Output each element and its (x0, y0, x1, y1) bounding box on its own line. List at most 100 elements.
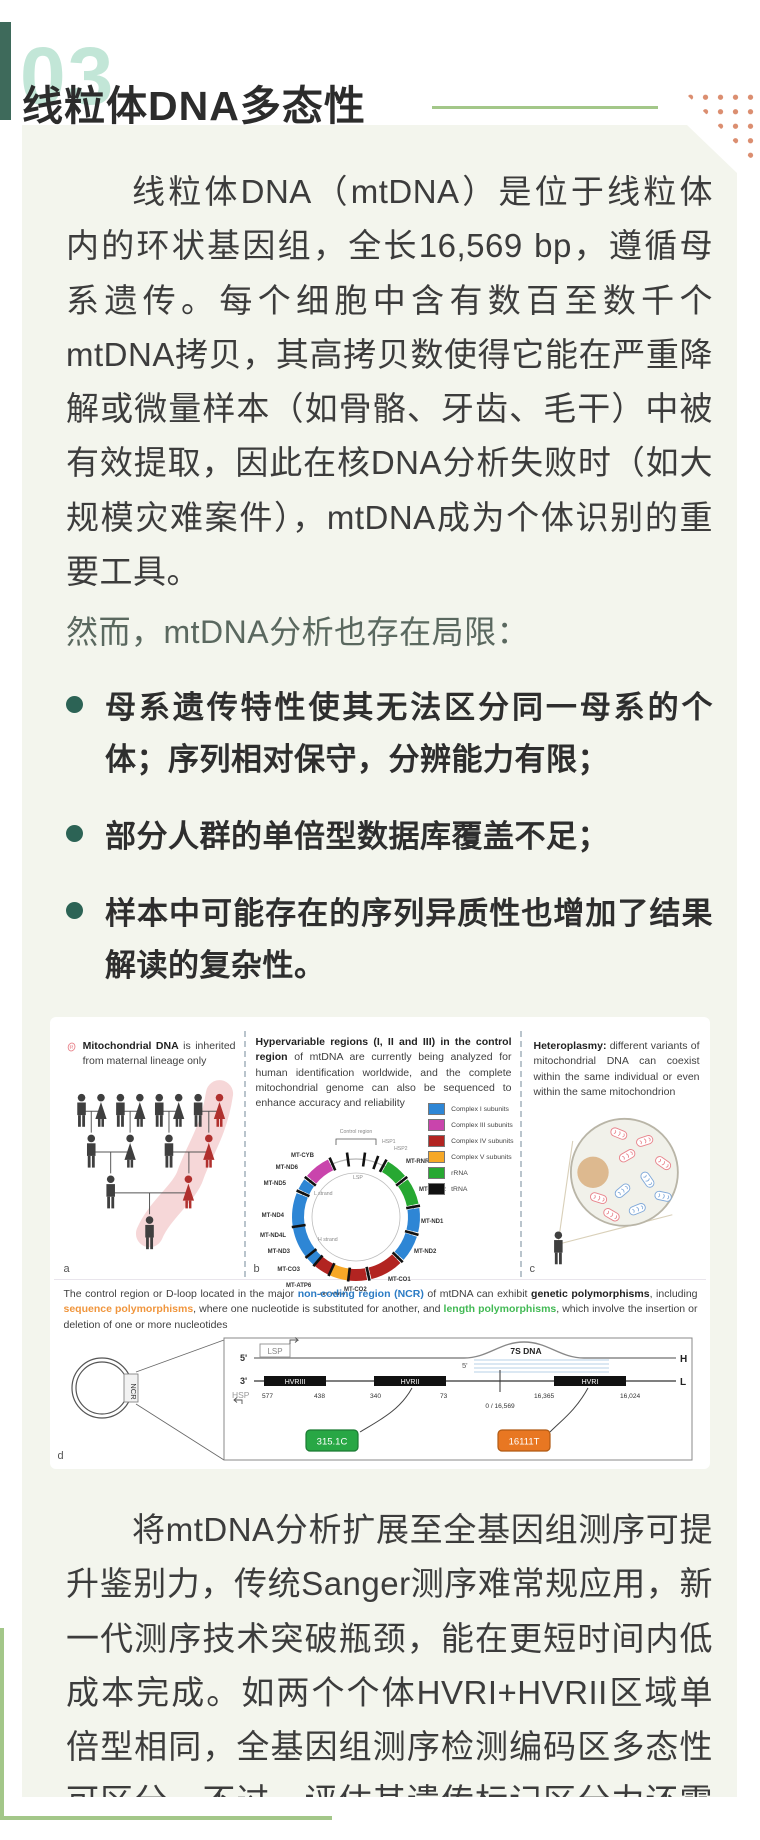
section-accent-bar (0, 22, 11, 120)
panel-a-caption-rest: is inherited from maternal lineage only (82, 1040, 236, 1068)
svg-text:MT-CO3: MT-CO3 (277, 1267, 300, 1273)
svg-text:73: 73 (440, 1393, 448, 1400)
lsp-label: LSP (353, 1175, 363, 1181)
seven-s-dna-label: 7S DNA (510, 1346, 541, 1356)
limitations-list: 母系遗传特性使其无法区分同一母系的个体；序列相对保守，分辨能力有限； 部分人群的… (66, 682, 713, 993)
panel-a-caption: Mitochondrial DNA is inherited from mate… (83, 1039, 236, 1069)
panel-c-caption-rest: different variants of mitochondrial DNA … (533, 1040, 700, 1098)
legend-swatch (428, 1151, 445, 1163)
seven-s-five-prime: 5' (462, 1361, 468, 1370)
panel-c-caption-bold: Heteroplasmy: (533, 1040, 607, 1053)
list-item: 部分人群的单倍型数据库覆盖不足； (66, 811, 713, 864)
list-item: 样本中可能存在的序列异质性也增加了结果解读的复杂性。 (66, 888, 713, 993)
hsp1-label: HSP1 (382, 1139, 396, 1145)
panel-control-region: The control region or D-loop located in … (50, 1280, 710, 1466)
panel-a-caption-bold: Mitochondrial DNA (82, 1040, 179, 1053)
variant-box-green (306, 1430, 358, 1451)
svg-text:MT-ND4: MT-ND4 (261, 1213, 284, 1219)
section-number: 03 (20, 31, 116, 122)
legend-label: rRNA (451, 1169, 468, 1177)
ncr-label: NCR (129, 1383, 138, 1400)
figure-top-row: Mitochondrial DNA is inherited from mate… (50, 1017, 710, 1279)
variant-orange-label: 16111T (508, 1436, 539, 1447)
mtdna-figure: Mitochondrial DNA is inherited from mate… (50, 1017, 710, 1469)
svg-text:MT-ND5: MT-ND5 (263, 1181, 286, 1187)
panel-b-caption: Hypervariable regions (I, II and III) in… (256, 1035, 512, 1111)
panel-b-caption-bold: Hypervariable regions (I, II and III) in… (255, 1036, 512, 1064)
bullet-dot-icon (66, 696, 83, 713)
legend-item: Complex I subunits (428, 1103, 513, 1115)
content-card: 线粒体DNA（mtDNA）是位于线粒体内的环状基因组，全长16,569 bp，遵… (22, 125, 737, 1797)
svg-text:MT-ND1: MT-ND1 (421, 1219, 444, 1225)
l-strand-label: L (680, 1377, 686, 1388)
legend-label: Complex I subunits (451, 1105, 509, 1113)
seven-s-dna-strands (474, 1360, 609, 1372)
panel-label-a: a (63, 1263, 70, 1276)
variant-green-label: 315.1C (316, 1436, 347, 1447)
svg-text:MT-CO1: MT-CO1 (388, 1277, 411, 1283)
legend-item: Complex V subunits (428, 1151, 513, 1163)
legend-item: Complex IV subunits (428, 1135, 513, 1147)
l-strand-label: L strand (314, 1191, 333, 1197)
svg-text:MT-ND2: MT-ND2 (414, 1249, 437, 1255)
legend-item: Complex III subunits (428, 1119, 513, 1131)
panel-separator (244, 1031, 246, 1277)
svg-text:MT-CYB: MT-CYB (291, 1153, 315, 1159)
list-item-text: 样本中可能存在的序列异质性也增加了结果解读的复杂性。 (105, 895, 713, 984)
svg-text:MT-ATP6: MT-ATP6 (286, 1283, 312, 1289)
gene-arcs (298, 1165, 414, 1275)
h-strand-label: H (680, 1354, 687, 1365)
svg-text:HVRII: HVRII (400, 1379, 419, 1386)
svg-text:438: 438 (314, 1393, 325, 1400)
cell-nucleus (577, 1157, 608, 1188)
lsp-label: LSP (267, 1347, 282, 1356)
legend-swatch (428, 1119, 445, 1131)
svg-text:MT-CO2: MT-CO2 (344, 1287, 367, 1293)
svg-text:16,365: 16,365 (534, 1393, 555, 1400)
list-item-text: 部分人群的单倍型数据库覆盖不足； (105, 819, 609, 855)
bottom-left-accent-vertical (0, 1628, 4, 1820)
origin-label: 0 / 16,569 (485, 1403, 515, 1410)
panel-d-caption: The control region or D-loop located in … (63, 1288, 698, 1331)
panel-label-b: b (253, 1263, 260, 1276)
legend-label: Complex III subunits (451, 1121, 513, 1129)
page-title: 线粒体DNA多态性 (22, 83, 366, 129)
panel-c-caption: Heteroplasmy: different variants of mito… (534, 1039, 700, 1100)
bottom-left-accent-horizontal (0, 1816, 332, 1820)
mtdna-genome-map: Control region HSP1 HSP2 LSP L strand H … (256, 1113, 456, 1295)
hsp2-label: HSP2 (394, 1146, 408, 1152)
svg-text:MT-ND3: MT-ND3 (267, 1249, 290, 1255)
variant-box-orange (498, 1430, 550, 1451)
svg-text:HVRI: HVRI (581, 1379, 598, 1386)
genome-map-legend: Complex I subunits Complex III subunits … (428, 1103, 513, 1199)
legend-swatch (428, 1135, 445, 1147)
figure-horizontal-divider (54, 1279, 706, 1280)
svg-text:MT-ND6: MT-ND6 (275, 1165, 298, 1171)
legend-item: tRNA (428, 1183, 513, 1195)
panel-b-caption-rest: of mtDNA are currently being analyzed fo… (255, 1051, 512, 1109)
position-numbers: 577 438 340 73 16,365 16,024 (262, 1393, 641, 1400)
svg-text:16,024: 16,024 (620, 1393, 641, 1400)
pedigree-chart (66, 1078, 236, 1263)
list-item-text: 母系遗传特性使其无法区分同一母系的个体；序列相对保守，分辨能力有限； (105, 689, 713, 778)
svg-text:340: 340 (370, 1393, 381, 1400)
legend-swatch (428, 1183, 445, 1195)
legend-label: tRNA (451, 1185, 468, 1193)
panel-hypervariable-regions: Hypervariable regions (I, II and III) in… (246, 1025, 520, 1279)
dloop-diagram: NCR 5' H LSP 7S DNA (64, 1336, 696, 1464)
maternal-lineage-swoosh (149, 1093, 219, 1233)
person-icon (554, 1231, 563, 1264)
limitations-heading: 然而，mtDNA分析也存在局限： (66, 614, 530, 651)
h-strand-label: H strand (318, 1237, 338, 1243)
hvr-regions: HVRIII HVRII HVRI (264, 1376, 626, 1386)
svg-text:HVRIII: HVRIII (284, 1379, 305, 1386)
legend-item: rRNA (428, 1167, 513, 1179)
five-prime-label: 5' (240, 1353, 247, 1363)
mtdna-circle (72, 1358, 132, 1418)
legend-swatch (428, 1167, 445, 1179)
closing-paragraph: 将mtDNA分析扩展至全基因组测序可提升鉴别力，传统Sanger测序难常规应用，… (66, 1511, 713, 1820)
svg-text:577: 577 (262, 1393, 273, 1400)
trna-ticks (291, 1153, 419, 1282)
panel-label-c: c (529, 1263, 535, 1276)
